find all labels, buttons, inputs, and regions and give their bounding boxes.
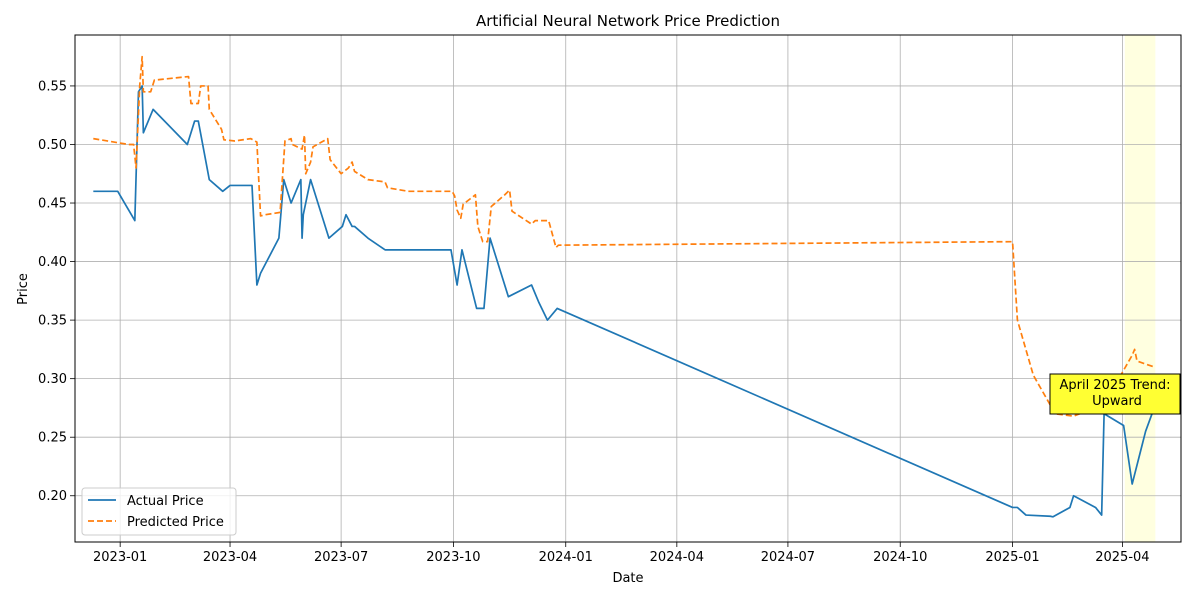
x-tick-label: 2024-07 bbox=[761, 550, 815, 565]
x-tick-label: 2023-10 bbox=[426, 550, 480, 565]
x-tick-label: 2025-01 bbox=[985, 550, 1039, 565]
x-tick-label: 2025-04 bbox=[1095, 550, 1149, 565]
highlight-layer bbox=[1124, 35, 1156, 542]
annotation-line-1: April 2025 Trend: bbox=[1059, 378, 1170, 393]
y-axis-ticks: 0.20 0.25 0.30 0.35 0.40 0.45 0.50 0.55 bbox=[38, 79, 75, 504]
x-axis-ticks: 2023-01 2023-04 2023-07 2023-10 2024-01 2024-… bbox=[93, 542, 1150, 565]
trend-annotation: April 2025 Trend: Upward bbox=[1049, 373, 1181, 415]
legend-label-predicted: Predicted Price bbox=[127, 515, 224, 530]
y-tick-label: 0.55 bbox=[38, 79, 67, 94]
y-axis-label: Price bbox=[16, 273, 31, 305]
y-tick-label: 0.40 bbox=[38, 255, 67, 270]
highlight-band bbox=[1124, 35, 1156, 542]
series-layer bbox=[93, 55, 1155, 518]
legend-box bbox=[81, 487, 237, 536]
y-tick-label: 0.25 bbox=[38, 431, 67, 446]
legend: Actual Price Predicted Price bbox=[81, 487, 237, 536]
series-line-predicted-price bbox=[93, 55, 1155, 417]
annotation-line-2: Upward bbox=[1092, 394, 1142, 409]
annotation-box bbox=[1049, 373, 1181, 415]
y-tick-label: 0.45 bbox=[38, 197, 67, 212]
plot-frame bbox=[74, 34, 1182, 543]
x-tick-label: 2024-04 bbox=[650, 550, 704, 565]
y-tick-label: 0.35 bbox=[38, 314, 67, 329]
series-line-actual-price bbox=[93, 85, 1155, 518]
y-tick-label: 0.30 bbox=[38, 372, 67, 387]
x-axis-label: Date bbox=[612, 571, 643, 586]
chart-title: Artificial Neural Network Price Predicti… bbox=[476, 12, 780, 30]
y-tick-label: 0.50 bbox=[38, 138, 67, 153]
x-tick-label: 2024-10 bbox=[873, 550, 927, 565]
legend-label-actual: Actual Price bbox=[127, 494, 204, 509]
x-tick-label: 2023-01 bbox=[93, 550, 147, 565]
x-tick-label: 2023-07 bbox=[314, 550, 368, 565]
x-tick-label: 2023-04 bbox=[203, 550, 257, 565]
y-tick-label: 0.20 bbox=[38, 489, 67, 504]
x-tick-label: 2024-01 bbox=[539, 550, 593, 565]
